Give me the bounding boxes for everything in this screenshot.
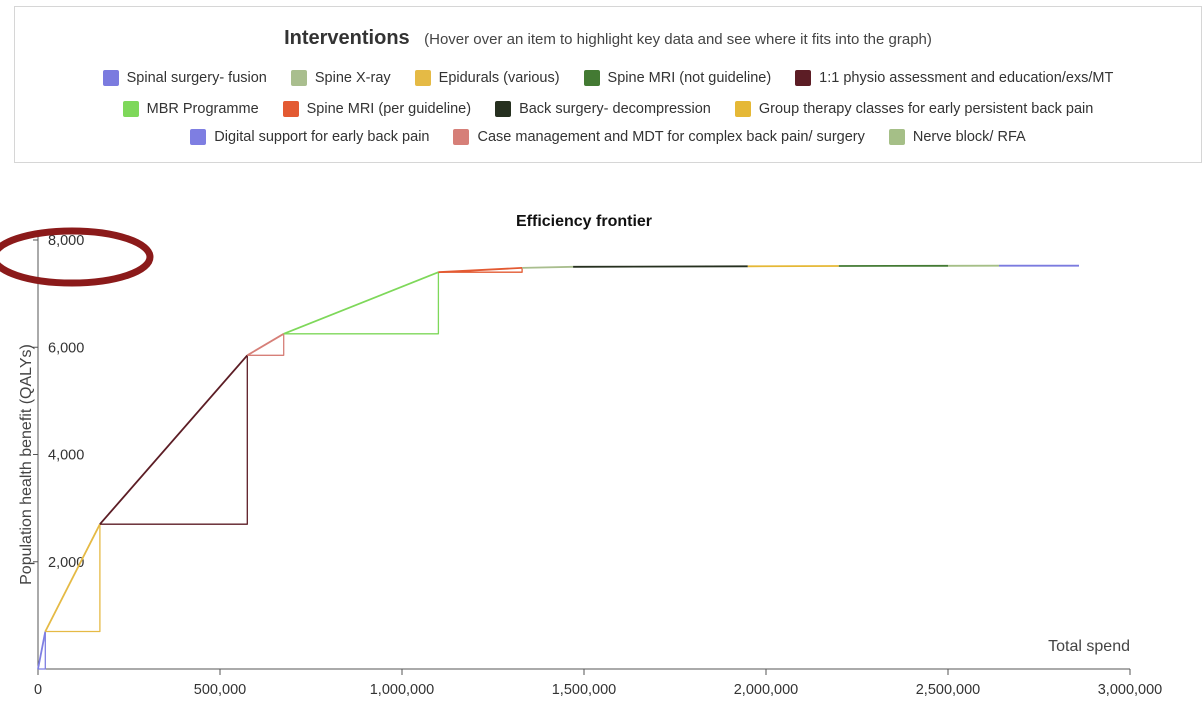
legend-item[interactable]: Case management and MDT for complex back… [453,129,865,145]
legend-row: Spinal surgery- fusion Spine X-ray Epidura… [15,70,1201,86]
step-path [247,333,285,356]
y-tick-label: 2,000 [48,555,84,571]
legend-swatch [888,129,905,145]
legend-swatch [122,101,139,117]
y-tick-label: 4,000 [48,448,84,464]
legend-label: Spine MRI (not guideline) [607,70,772,86]
x-tick-label: 2,000,000 [734,682,799,698]
legend-swatch [495,101,512,117]
step-path [45,524,101,633]
legend-item[interactable]: Spine MRI (not guideline) [583,70,772,86]
legend-swatch [102,70,119,86]
legend-swatch [583,70,600,86]
legend-header: Interventions (Hover over an item to hig… [15,27,1201,50]
legend-label: Spinal surgery- fusion [126,70,267,86]
x-axis-label: Total spend [1048,638,1130,655]
x-tick-label: 500,000 [194,682,246,698]
step-path [38,631,46,670]
frontier-segment [283,271,439,335]
legend-item[interactable]: Spine X-ray [290,70,391,86]
legend-label: Spine MRI (per guideline) [306,101,472,117]
frontier-segment [438,267,523,274]
legend-swatch [795,70,812,86]
legend-row: Digital support for early back pain Case … [15,129,1201,145]
y-tick-label: 6,000 [48,340,84,356]
legend-label: Back surgery- decompression [519,101,711,117]
x-tick-label: 2,500,000 [916,682,981,698]
legend-item[interactable]: Back surgery- decompression [495,101,711,117]
legend-item[interactable]: Spinal surgery- fusion [102,70,267,86]
frontier-segment [573,265,748,268]
legend-panel: Interventions (Hover over an item to hig… [14,6,1202,163]
legend-label: Spine X-ray [314,70,391,86]
chart-title: Efficiency frontier [516,213,652,230]
legend-swatch [282,101,299,117]
legend-label: MBR Programme [146,101,259,117]
legend-item[interactable]: MBR Programme [122,101,259,117]
legend-label: Epidurals (various) [438,70,560,86]
legend-item[interactable]: Group therapy classes for early persiste… [734,101,1094,117]
legend-hint: (Hover over an item to highlight key dat… [424,31,932,48]
y-tick-label: 8,000 [48,233,84,249]
legend-item[interactable]: 1:1 physio assessment and education/exs/… [795,70,1113,86]
x-tick-label: 1,000,000 [370,682,435,698]
frontier-segment [37,631,47,670]
legend-swatch [290,70,307,86]
step-path [283,272,440,335]
legend-label: Digital support for early back pain [214,129,430,145]
legend-swatch [734,101,751,117]
highlight-ellipse [0,227,154,287]
legend-label: Nerve block/ RFA [912,129,1026,145]
legend-label: Group therapy classes for early persiste… [758,101,1094,117]
legend-row: MBR Programme Spine MRI (per guideline) Ba… [15,101,1201,117]
legend-item[interactable]: Epidurals (various) [414,70,560,86]
legend-swatch [190,129,207,145]
x-tick-label: 0 [34,682,42,698]
frontier-segment [522,265,574,269]
efficiency-frontier-chart: Efficiency frontier 0 500,000 1,000,000 1,50… [0,213,1163,698]
legend-title: Interventions [284,27,410,49]
step-path [438,267,523,273]
y-axis-label: Population health benefit (QALYs) [18,344,35,585]
legend-item[interactable]: Spine MRI (per guideline) [282,101,472,117]
x-tick-label: 3,000,000 [1098,682,1163,698]
frontier-segment [99,354,248,525]
legend-item[interactable]: Nerve block/ RFA [888,129,1026,145]
step-path [99,355,248,525]
frontier-segment [246,333,285,357]
x-tick-label: 1,500,000 [552,682,617,698]
frontier-segment [44,523,101,632]
legend-item[interactable]: Digital support for early back pain [190,129,429,145]
legend-swatch [453,129,470,145]
legend-swatch [414,70,431,86]
legend-label: 1:1 physio assessment and education/exs/… [819,70,1114,86]
legend-label: Case management and MDT for complex back… [477,129,865,145]
